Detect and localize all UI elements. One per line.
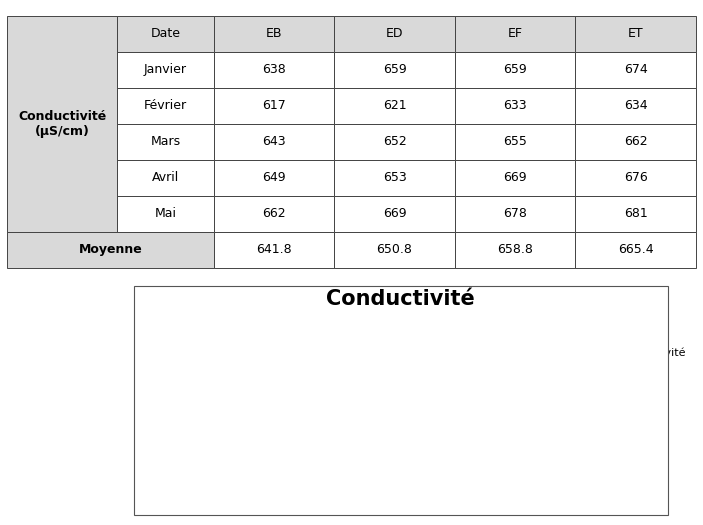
Text: 641.8: 641.8 — [256, 243, 292, 256]
Bar — [455, 160, 575, 196]
Text: 665.4: 665.4 — [618, 243, 654, 256]
Bar — [455, 16, 575, 52]
Bar — [455, 232, 575, 268]
Text: 649: 649 — [262, 171, 286, 184]
Text: EB: EB — [266, 27, 282, 40]
Bar — [335, 88, 455, 124]
Bar — [575, 16, 696, 52]
Text: Date: Date — [150, 27, 181, 40]
Text: 617: 617 — [262, 99, 286, 112]
Text: 676: 676 — [624, 171, 647, 184]
Bar — [214, 196, 335, 232]
Text: 633: 633 — [503, 99, 527, 112]
Text: Conductivité: Conductivité — [615, 348, 685, 358]
Bar — [117, 52, 214, 88]
Text: 655: 655 — [503, 135, 527, 148]
Bar — [575, 232, 696, 268]
Bar — [455, 124, 575, 160]
Text: 659: 659 — [503, 63, 527, 76]
Text: 678: 678 — [503, 207, 527, 220]
Bar — [335, 16, 455, 52]
Bar — [117, 124, 214, 160]
Text: Conductivité: Conductivité — [326, 289, 475, 309]
Bar — [436, 363, 493, 525]
Text: Janvier: Janvier — [144, 63, 187, 76]
Bar — [575, 160, 696, 196]
Text: ED: ED — [386, 27, 404, 40]
Text: 674: 674 — [624, 63, 647, 76]
Bar — [335, 52, 455, 88]
Bar — [455, 52, 575, 88]
Bar — [214, 88, 335, 124]
Text: 638: 638 — [262, 63, 286, 76]
Bar — [575, 52, 696, 88]
Bar — [455, 88, 575, 124]
Bar — [117, 16, 214, 52]
Bar — [7, 16, 117, 232]
Bar — [575, 124, 696, 160]
Text: 669: 669 — [382, 207, 406, 220]
Text: 659: 659 — [382, 63, 406, 76]
Text: 669: 669 — [503, 171, 527, 184]
X-axis label: Étapes de traitement: Étapes de traitement — [333, 498, 482, 512]
Text: 653: 653 — [382, 171, 406, 184]
Bar — [214, 52, 335, 88]
Bar — [455, 196, 575, 232]
Text: Février: Février — [144, 99, 187, 112]
Bar — [117, 88, 214, 124]
Text: Avril: Avril — [152, 171, 179, 184]
Text: Mars: Mars — [150, 135, 181, 148]
Text: 662: 662 — [262, 207, 286, 220]
Bar — [335, 160, 455, 196]
Text: Conductivité
(μS/cm): Conductivité (μS/cm) — [18, 110, 106, 138]
Bar — [7, 232, 214, 268]
Text: EF: EF — [508, 27, 522, 40]
Text: 650.8: 650.8 — [377, 243, 413, 256]
Bar — [335, 124, 455, 160]
Bar — [214, 160, 335, 196]
Bar — [117, 196, 214, 232]
Text: 681: 681 — [624, 207, 647, 220]
Bar — [549, 338, 606, 525]
Text: Mai: Mai — [155, 207, 176, 220]
Text: 662: 662 — [624, 135, 647, 148]
Bar — [323, 393, 380, 525]
Bar — [214, 232, 335, 268]
Bar — [214, 16, 335, 52]
Y-axis label: conductivité moy (μS/cm): conductivité moy (μS/cm) — [143, 320, 153, 465]
Bar — [209, 427, 266, 525]
Bar — [575, 88, 696, 124]
Text: 643: 643 — [262, 135, 286, 148]
Bar — [335, 196, 455, 232]
Text: 621: 621 — [382, 99, 406, 112]
Text: ET: ET — [628, 27, 643, 40]
Text: 634: 634 — [624, 99, 647, 112]
Bar — [575, 196, 696, 232]
Text: 658.8: 658.8 — [497, 243, 533, 256]
Text: Moyenne: Moyenne — [79, 243, 142, 256]
Bar — [214, 124, 335, 160]
Bar — [117, 160, 214, 196]
Text: 652: 652 — [382, 135, 406, 148]
Bar — [335, 232, 455, 268]
